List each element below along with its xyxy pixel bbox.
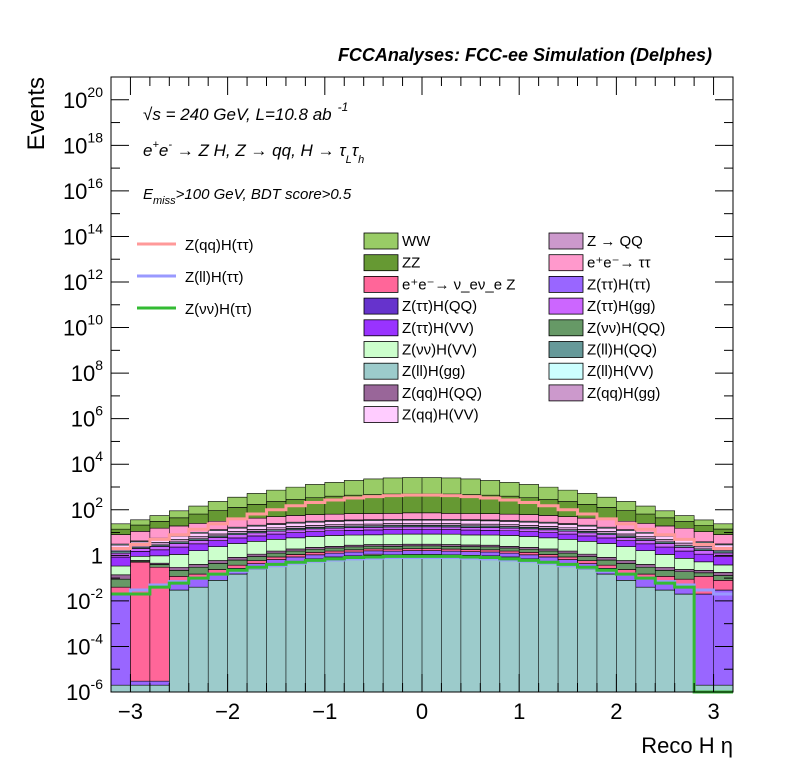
cut-miss: miss	[153, 195, 176, 207]
x-tick-label: 0	[416, 699, 428, 724]
y-tick-labels: 1020 1018 1016 1014 1012 1010 108 106 104 102 1 10-…	[63, 84, 103, 705]
legend-swatch-box	[363, 406, 399, 424]
y-tick-label: 1014	[63, 220, 103, 249]
chart-title: FCCAnalyses: FCC-ee Simulation (Delphes)	[338, 45, 712, 65]
legend-swatch-box	[548, 297, 584, 315]
annotation-sqrt: √s	[143, 105, 161, 124]
legend-label: Z → QQ	[587, 233, 643, 250]
legend-label: Z(ττ)H(ττ)	[587, 276, 651, 293]
legend-label: Z(ll)H(ττ)	[185, 269, 244, 286]
y-tick-label: 1016	[63, 175, 103, 204]
y-tick-label: 1018	[63, 129, 103, 158]
y-tick-label: 10-2	[66, 585, 103, 614]
overlay-series-2	[111, 554, 733, 694]
legend-label: Z(ll)H(QQ)	[587, 342, 657, 359]
legend-backgrounds-col2: Z → QQ e⁺e⁻→ ττ Z(ττ)H(ττ) Z(ττ)H(gg) Z(νν)H…	[548, 232, 665, 402]
annotation-process: e+e- → Z H, Z → qq, H → τLτh	[143, 139, 364, 166]
legend-swatch-box	[363, 341, 399, 358]
legend-swatch-box	[548, 254, 584, 272]
legend-label: e⁺e⁻→ ν_eν_e Z	[402, 276, 515, 293]
legend-label: Z(ll)H(gg)	[402, 363, 465, 380]
legend-swatch-box	[363, 275, 399, 293]
y-tick-label: 10-6	[66, 676, 103, 705]
svg-text:Emiss>100 GeV, BDT score>0.5: Emiss>100 GeV, BDT score>0.5	[143, 186, 352, 207]
x-tick-label: −1	[312, 699, 337, 724]
overlay-series-0	[111, 493, 733, 550]
process-sub-L: L	[346, 154, 352, 166]
legend-label: Z(νν)H(QQ)	[587, 320, 665, 337]
legend-label: Z(qq)H(gg)	[587, 385, 660, 402]
legend-swatch-box	[548, 319, 584, 337]
legend-swatch-box	[548, 341, 584, 358]
svg-text:√s = 240 GeV, L=10.8 ab-1: √s = 240 GeV, L=10.8 ab -1	[143, 100, 348, 124]
x-tick-label: −3	[118, 699, 143, 724]
cut-rest: >100 GeV, BDT score>0.5	[176, 186, 352, 203]
svg-text:e+e- → Z H, Z → qq, H → τLτh: e+e- → Z H, Z → qq, H → τLτh	[143, 139, 364, 166]
legend-swatch-box	[363, 254, 399, 272]
legend-swatch-box	[548, 275, 584, 293]
legend-swatch-box	[548, 384, 584, 402]
y-tick-label: 1012	[63, 266, 103, 295]
x-axis-label: Reco H η	[641, 733, 733, 758]
axis-ticks	[110, 76, 734, 693]
stacked-histograms	[110, 477, 734, 693]
annotation-energy-exp: -1	[338, 100, 349, 114]
legend-label: Z(νν)H(ττ)	[185, 301, 252, 318]
legend-label: Z(ll)H(VV)	[587, 363, 654, 380]
stack-series-15	[110, 477, 734, 530]
y-tick-label: 1010	[63, 312, 103, 341]
process-e2: e	[159, 141, 168, 160]
signal-overlays	[111, 493, 733, 694]
y-tick-label: 1	[91, 543, 103, 568]
legend-label: Z(ττ)H(gg)	[587, 298, 656, 315]
y-tick-label: 1020	[63, 84, 103, 113]
x-tick-labels: −3 −2 −1 0 1 2 3	[118, 699, 720, 724]
y-tick-label: 108	[71, 357, 103, 386]
legend-backgrounds-col1: WW ZZ e⁺e⁻→ ν_eν_e Z Z(ττ)H(QQ) Z(ττ)H(VV) Z(…	[363, 232, 515, 424]
legend-swatch-box	[363, 232, 399, 250]
legend-label: Z(ττ)H(QQ)	[402, 298, 477, 315]
legend-label: Z(νν)H(VV)	[402, 342, 477, 359]
annotation-cut: Emiss>100 GeV, BDT score>0.5	[143, 186, 352, 207]
annotation-energy-value: = 240 GeV, L=10.8 ab	[161, 105, 332, 124]
process-e1: e	[143, 141, 152, 160]
legend-label: WW	[402, 233, 431, 250]
legend-swatch-box	[363, 297, 399, 315]
x-tick-label: 1	[513, 699, 525, 724]
process-plus: +	[152, 139, 159, 151]
process-rest: → Z H, Z → qq, H → τ	[172, 141, 347, 160]
legend-label: Z(qq)H(VV)	[402, 407, 479, 424]
legend-swatch-box	[363, 384, 399, 402]
legend-label: Z(qq)H(ττ)	[185, 237, 254, 254]
legend-swatch-box	[548, 232, 584, 250]
x-tick-label: 3	[707, 699, 719, 724]
legend-swatch-box	[548, 362, 584, 380]
process-tau2: τ	[352, 141, 360, 160]
annotation-energy: √s = 240 GeV, L=10.8 ab -1	[143, 100, 348, 124]
legend-label: e⁺e⁻→ ττ	[587, 255, 651, 272]
legend-swatch-box	[363, 319, 399, 337]
y-tick-label: 106	[71, 403, 103, 432]
cut-E: E	[143, 186, 154, 203]
legend-label: ZZ	[402, 255, 420, 272]
y-tick-label: 104	[71, 448, 103, 477]
y-tick-label: 102	[71, 494, 103, 523]
y-axis-label: Events	[23, 77, 50, 150]
x-tick-label: 2	[610, 699, 622, 724]
x-tick-label: −2	[215, 699, 240, 724]
legend-label: Z(qq)H(QQ)	[402, 385, 482, 402]
process-sub-h: h	[358, 154, 364, 166]
process-minus: -	[168, 139, 172, 151]
legend-label: Z(ττ)H(VV)	[402, 320, 474, 337]
legend-signals: Z(qq)H(ττ) Z(ll)H(ττ) Z(νν)H(ττ)	[137, 237, 254, 318]
legend-swatch-box	[363, 362, 399, 380]
y-tick-label: 10-4	[66, 630, 103, 659]
